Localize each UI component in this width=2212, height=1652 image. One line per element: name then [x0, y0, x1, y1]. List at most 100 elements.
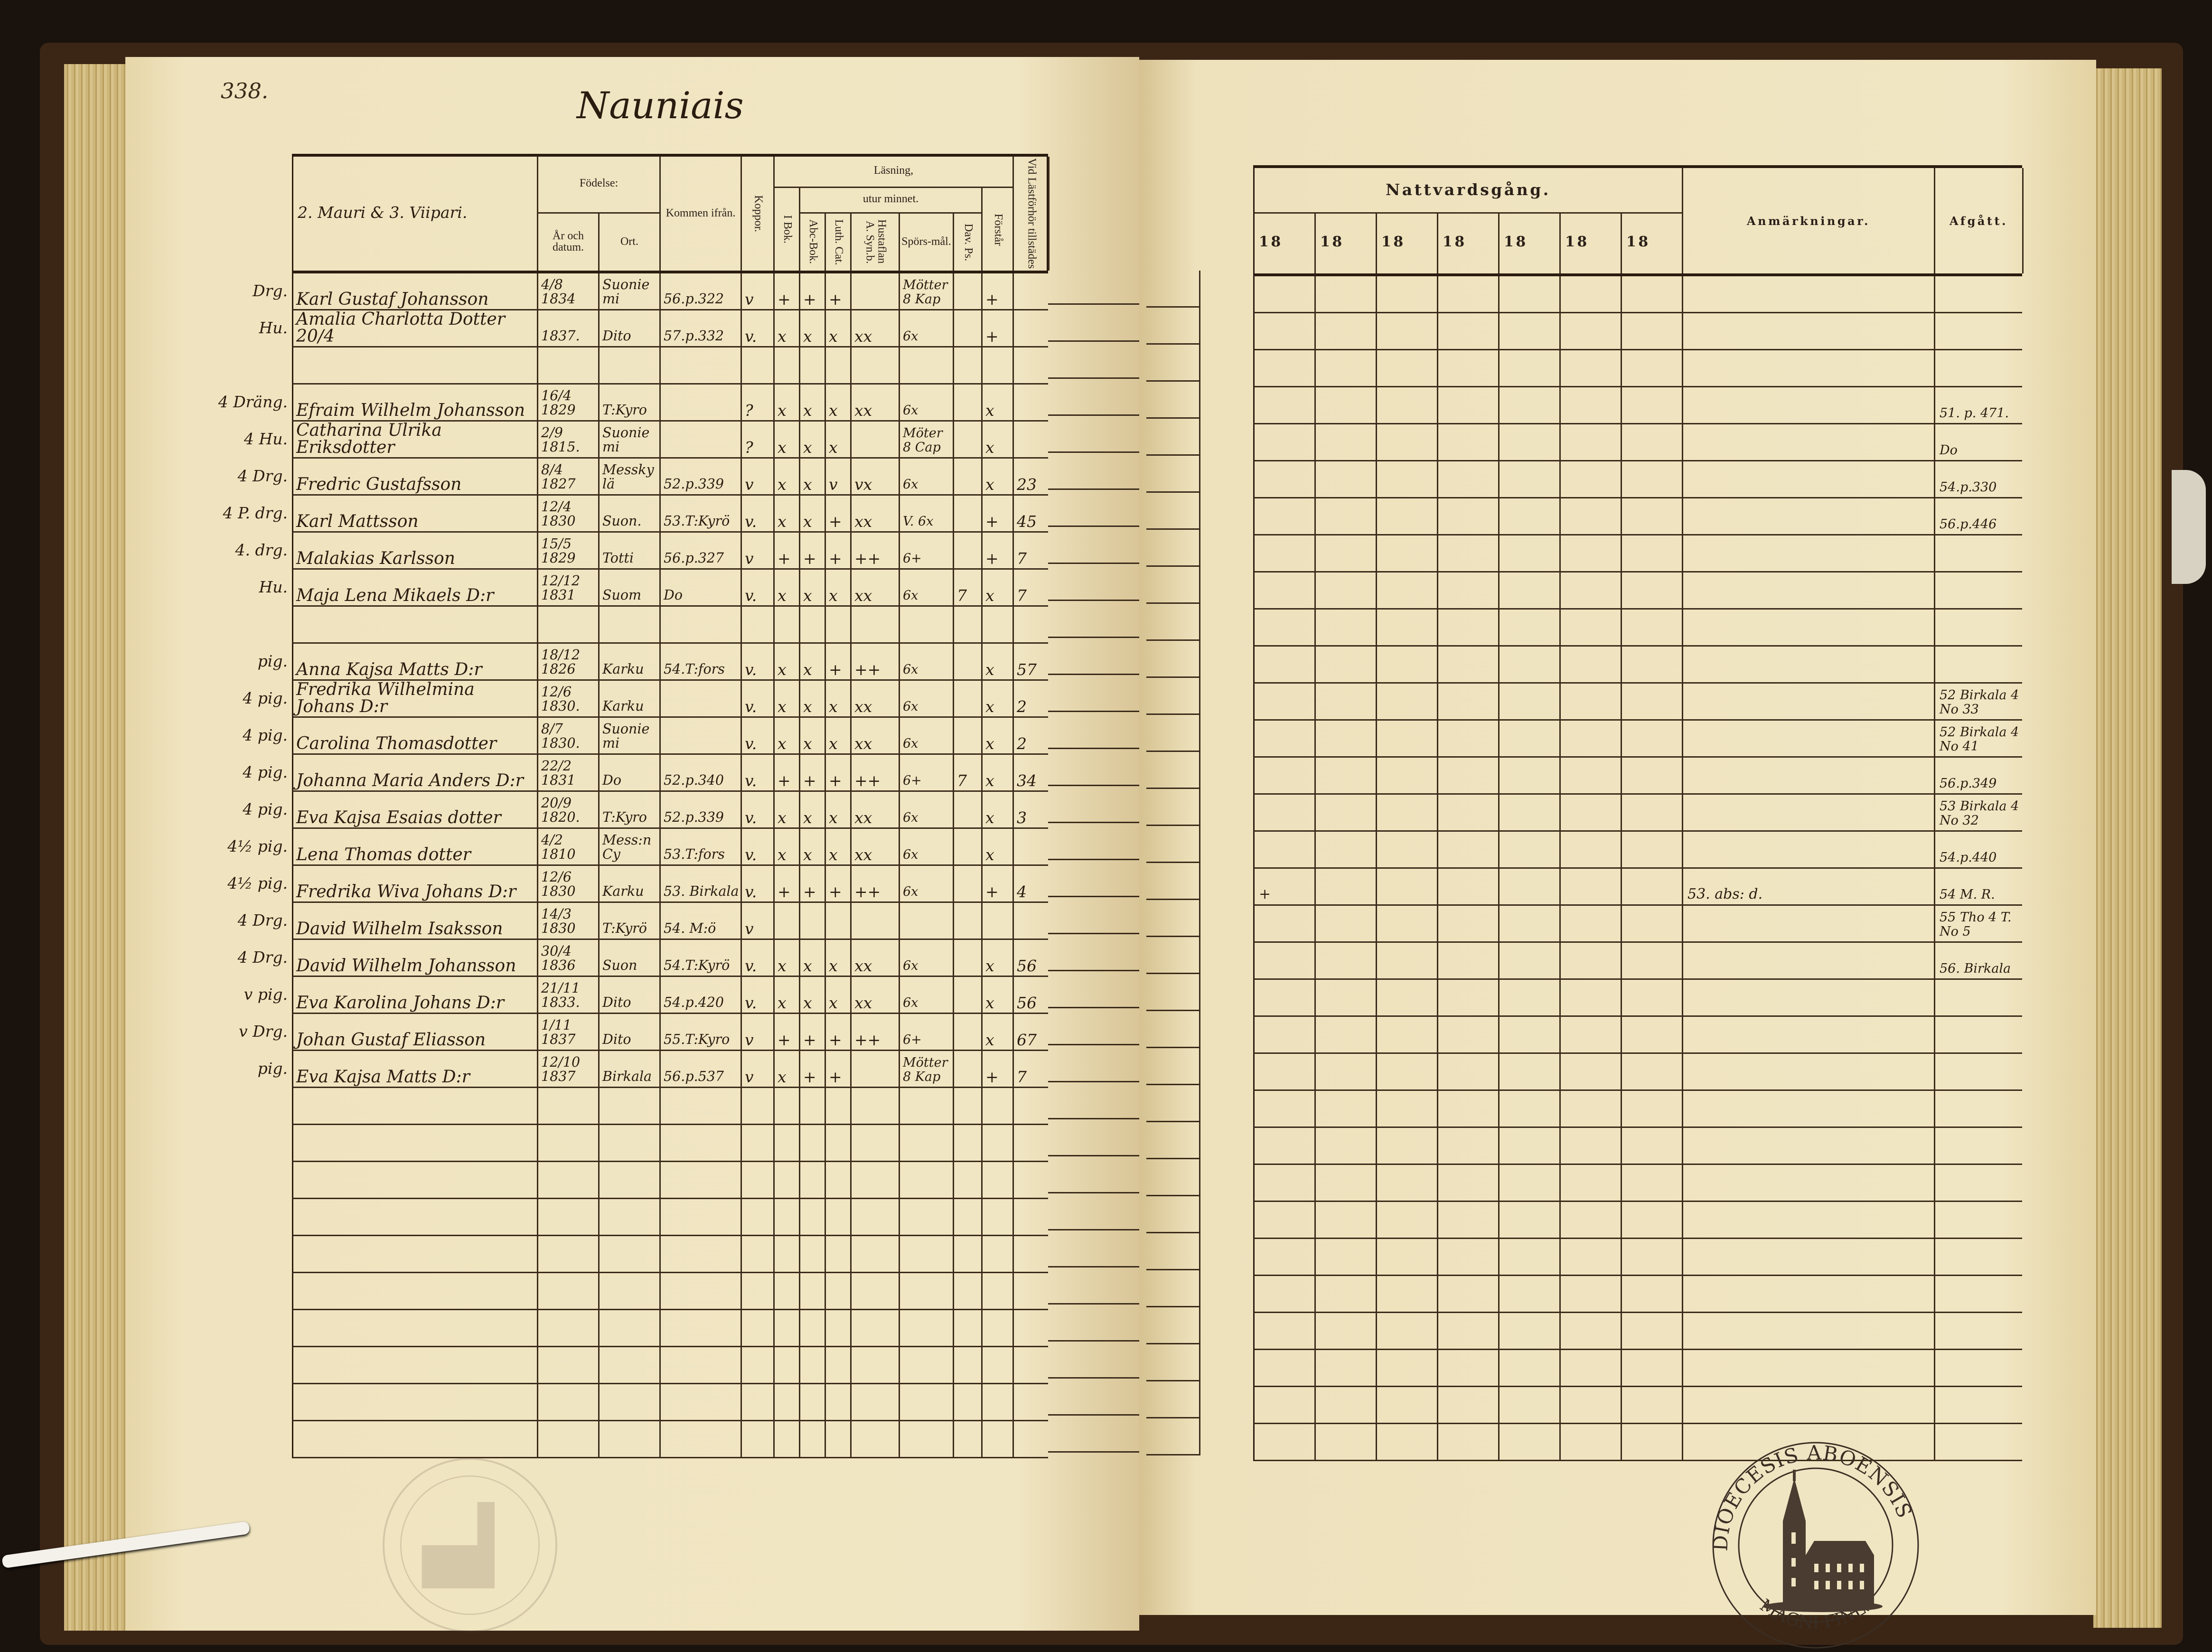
gutter-line: [1146, 1085, 1200, 1122]
cell-name: Malakias Karlsson: [293, 533, 538, 568]
cell-dav: [954, 644, 983, 679]
right-gutter-lines: [1146, 271, 1253, 1455]
nattvard-cell: [1255, 1313, 1316, 1349]
nattvard-cell: [1438, 350, 1500, 386]
cell-from: [661, 385, 742, 420]
cell-koppor: [742, 1236, 775, 1272]
register-row: Fredric Gustafsson 8/4 1827 Messkylä 52.p.3…: [292, 459, 1048, 496]
gutter-line: [1048, 675, 1139, 712]
cell-from: 52.p.339: [661, 459, 742, 494]
cell-from: [661, 347, 742, 383]
cell-name: [293, 607, 538, 642]
afgatt-cell: [1935, 1239, 2022, 1275]
cell-from: Do: [661, 570, 742, 605]
gutter-line: [1048, 1342, 1139, 1379]
nattvard-cell: [1622, 1313, 1683, 1349]
nattvard-cell: [1438, 1239, 1500, 1275]
gutter-line: [1146, 1048, 1200, 1085]
nattvard-cell: [1500, 1387, 1561, 1423]
cell-ibok: [775, 903, 800, 939]
cell-from: [661, 1421, 742, 1457]
nattvard-cell: [1500, 758, 1561, 793]
cell-ibok: [775, 1310, 800, 1346]
nattvard-cell: [1255, 684, 1316, 719]
cell-place: [600, 1088, 661, 1124]
cell-place: Suoniemi: [600, 273, 661, 309]
cell-forstar: +: [983, 1051, 1014, 1087]
cell-dav: [954, 829, 983, 864]
gutter-line: [1048, 1082, 1139, 1119]
cell-dav: [954, 866, 983, 901]
cell-forstar: x: [983, 977, 1014, 1013]
nattvard-cell: [1316, 1165, 1377, 1201]
anmarkning-cell: [1683, 1202, 1935, 1238]
nattvard-cell: [1438, 1387, 1500, 1423]
cell-date: 8/7 1830.: [538, 718, 600, 753]
nattvard-cell: [1255, 943, 1316, 978]
nattvard-cell: [1255, 832, 1316, 867]
cell-ibok: [775, 1088, 800, 1124]
nattvard-cell: [1255, 461, 1316, 497]
cell-luth: +: [826, 755, 852, 790]
nattvard-cell: [1561, 313, 1622, 349]
nattvard-cell: [1561, 573, 1622, 608]
register-row: Carolina Thomasdotter 8/7 1830. Suoniemi v.…: [292, 718, 1048, 755]
communion-row: [1253, 573, 2022, 610]
cell-dav: [954, 1384, 983, 1420]
cell-abc: +: [800, 273, 826, 309]
cell-ibok: x: [775, 385, 800, 420]
cell-forstar: +: [983, 496, 1014, 531]
nattvard-cell: [1500, 1128, 1561, 1164]
cell-ibok: +: [775, 533, 800, 568]
cell-place: Suoniemi: [600, 718, 661, 753]
cell-koppor: [742, 1199, 775, 1235]
cell-name: Eva Karolina Johans D:r: [293, 977, 538, 1013]
nattvard-cell: [1500, 276, 1561, 312]
cell-forstar: x: [983, 718, 1014, 753]
communion-row: 52 Birkala 4 No 33: [1253, 684, 2022, 721]
nattvard-cell: [1500, 1017, 1561, 1052]
margin-note: 4 Dräng.: [218, 393, 288, 412]
cell-spors: 6x: [900, 718, 954, 753]
cell-from: 54. M:ö: [661, 903, 742, 939]
cell-forstar: x: [983, 681, 1014, 716]
nattvard-cell: [1622, 758, 1683, 793]
cell-koppor: v.: [742, 940, 775, 976]
margin-note: [199, 1342, 291, 1379]
cell-koppor: v: [742, 1014, 775, 1050]
cell-luth: [826, 1199, 852, 1235]
cell-abc: [800, 1384, 826, 1420]
gutter-line: [1048, 934, 1139, 971]
nattvard-cell: [1561, 721, 1622, 756]
cell-spors: 6x: [900, 644, 954, 679]
cell-hust: [852, 1199, 900, 1235]
cell-forstar: [983, 1199, 1014, 1235]
nattvard-cell: [1500, 943, 1561, 978]
cell-place: Do: [600, 755, 661, 790]
cell-dav: [954, 459, 983, 494]
cell-vid: [1014, 1236, 1048, 1272]
nattvard-cell: [1316, 1091, 1377, 1126]
cell-from: 54.p.420: [661, 977, 742, 1013]
nattvard-cell: [1316, 1017, 1377, 1052]
nattvard-cell: [1377, 498, 1438, 534]
nattvard-cell: [1500, 684, 1561, 719]
nattvard-cell: [1561, 1128, 1622, 1164]
cell-dav: [954, 1051, 983, 1087]
nattvard-cell: [1377, 424, 1438, 460]
cell-koppor: [742, 1384, 775, 1420]
communion-row: 56. Birkala: [1253, 943, 2022, 980]
cell-abc: x: [800, 940, 826, 976]
cell-forstar: [983, 1310, 1014, 1346]
cell-place: Messkylä: [600, 459, 661, 494]
cell-spors: [900, 1088, 954, 1124]
cell-dav: [954, 792, 983, 827]
anmarkning-cell: 53. abs: d.: [1683, 869, 1935, 904]
cell-from: [661, 1310, 742, 1346]
nattvard-cell: [1561, 424, 1622, 460]
cell-place: Dito: [600, 1014, 661, 1050]
empty-register-row: [292, 1125, 1048, 1162]
cell-vid: [1014, 829, 1048, 864]
nattvard-cell: [1377, 1350, 1438, 1386]
cell-luth: [826, 607, 852, 642]
